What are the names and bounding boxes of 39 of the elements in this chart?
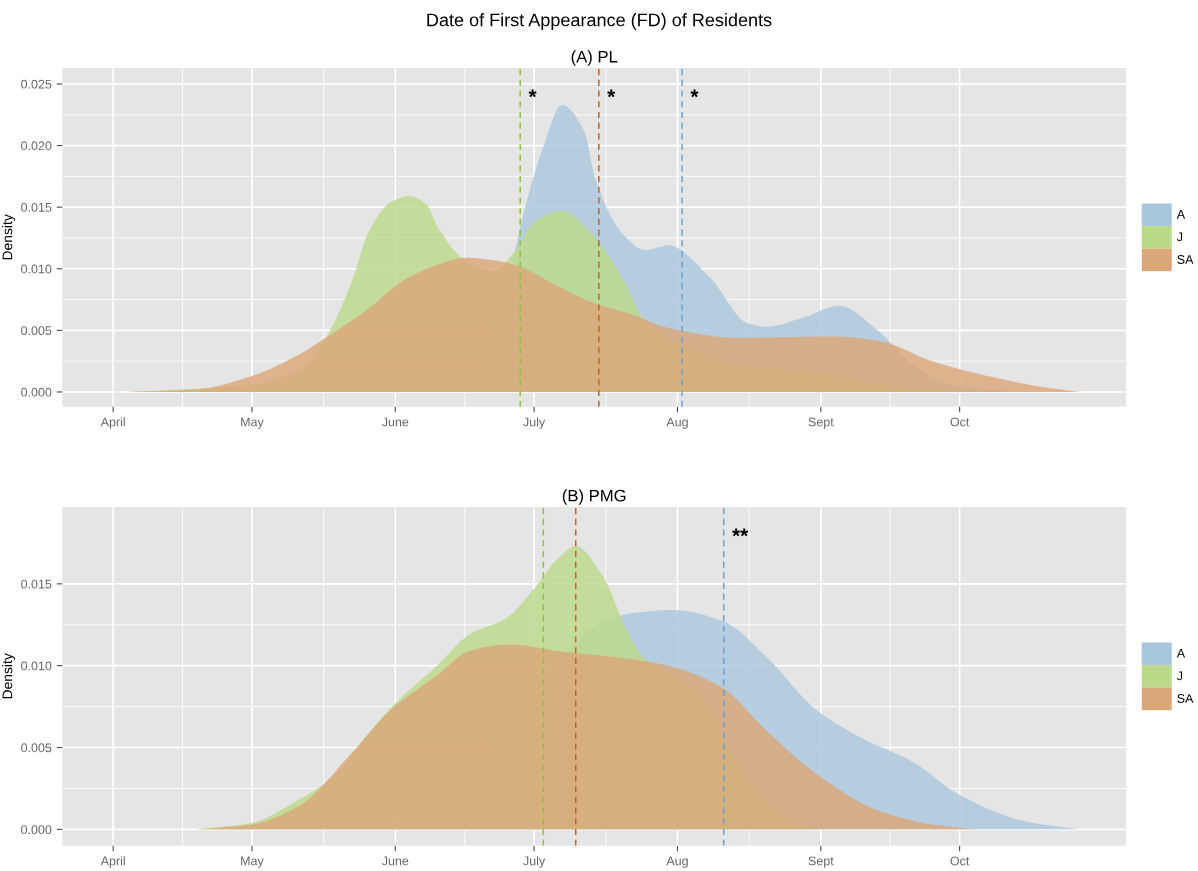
ref-line-label: *	[607, 89, 616, 98]
x-tick-label: Oct	[950, 856, 970, 866]
ref-line-label: **	[732, 528, 749, 537]
y-tick-label: 0.000	[21, 825, 52, 835]
y-tick-label: 0.000	[21, 387, 52, 397]
y-axis-title: Density	[2, 653, 16, 699]
ref-line-label: *	[528, 89, 537, 98]
x-tick-label: June	[381, 417, 409, 427]
ref-line-label: *	[690, 89, 699, 98]
x-tick-label: June	[381, 856, 409, 866]
legend-label: J	[1176, 671, 1183, 681]
x-tick-label: April	[100, 856, 125, 868]
x-tick-label: Aug	[666, 417, 688, 429]
chart-title: (A) PL	[571, 50, 618, 66]
x-tick-label: July	[523, 856, 546, 868]
x-tick-label: April	[100, 417, 125, 429]
y-axis-title: Density	[2, 214, 16, 260]
text: Date of First Appearance (FD) of Residents	[427, 13, 772, 30]
x-tick-label: May	[241, 856, 264, 868]
y-tick-label: 0.020	[21, 141, 52, 151]
x-tick-label: Oct	[950, 417, 970, 427]
y-tick-label: 0.010	[21, 661, 52, 671]
legend-label: SA	[1177, 255, 1194, 264]
x-tick-label: Aug	[666, 856, 688, 868]
x-tick-label: Sept	[808, 417, 834, 429]
y-tick-label: 0.005	[21, 743, 52, 753]
legend-label: J	[1176, 232, 1183, 242]
x-tick-label: July	[523, 417, 546, 429]
x-tick-label: May	[241, 417, 264, 429]
x-tick-label: Sept	[808, 856, 834, 868]
chart-title: (B) PMG	[562, 489, 626, 505]
y-tick-label: 0.015	[21, 202, 52, 212]
y-tick-label: 0.015	[21, 579, 52, 589]
y-tick-label: 0.005	[21, 326, 52, 336]
legend-label: SA	[1177, 694, 1194, 703]
y-tick-label: 0.025	[21, 79, 52, 89]
y-tick-label: 0.010	[21, 264, 52, 274]
legend-label: A	[1176, 210, 1186, 219]
legend-label: A	[1176, 649, 1186, 658]
